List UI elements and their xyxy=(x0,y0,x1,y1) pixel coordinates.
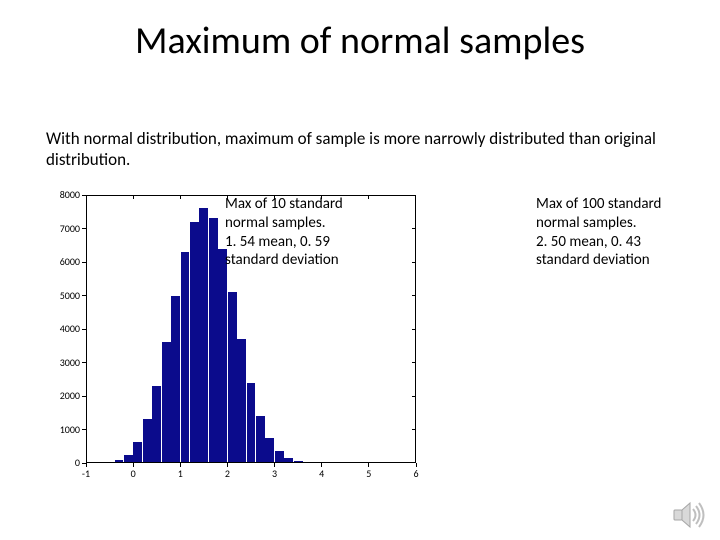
y-tick-label: 7000 xyxy=(46,224,80,234)
y-tick xyxy=(82,396,86,397)
histogram-bar xyxy=(265,438,274,463)
y-tick-label: 6000 xyxy=(46,257,80,267)
x-tick-label: 3 xyxy=(260,469,290,479)
axis-line xyxy=(86,462,416,463)
x-tick-label: 4 xyxy=(307,469,337,479)
histogram-bar xyxy=(171,296,180,464)
x-tick-label: 5 xyxy=(354,469,384,479)
callout-line: Max of 100 standard xyxy=(536,195,661,213)
axis-line xyxy=(412,362,416,363)
callout-line: 2. 50 mean, 0. 43 xyxy=(536,233,641,251)
histogram-bar xyxy=(237,339,246,463)
axis-line xyxy=(412,295,416,296)
histogram-bar xyxy=(218,249,227,463)
callout-line: 1. 54 mean, 0. 59 xyxy=(225,233,330,251)
axis-line xyxy=(180,195,181,199)
callout-right: Max of 100 standardnormal samples.2. 50 … xyxy=(536,195,716,270)
y-tick xyxy=(82,195,86,196)
y-tick xyxy=(82,295,86,296)
callout-line: normal samples. xyxy=(225,214,326,232)
y-tick-label: 8000 xyxy=(46,190,80,200)
slide: Maximum of normal samples With normal di… xyxy=(0,0,720,540)
axis-line xyxy=(412,329,416,330)
axis-line xyxy=(133,195,134,199)
y-tick xyxy=(82,362,86,363)
y-tick-label: 1000 xyxy=(46,425,80,435)
slide-subtitle: With normal distribution, maximum of sam… xyxy=(46,128,660,170)
y-tick xyxy=(82,329,86,330)
histogram-bar xyxy=(199,208,208,463)
x-tick-label: 2 xyxy=(212,469,242,479)
histogram-bar xyxy=(162,342,171,463)
axis-line xyxy=(412,228,416,229)
axis-line xyxy=(412,429,416,430)
histogram-bar xyxy=(143,419,152,463)
histogram-bar xyxy=(190,222,199,463)
histogram-bar xyxy=(181,252,190,463)
axis-line xyxy=(412,396,416,397)
x-tick-label: 1 xyxy=(165,469,195,479)
y-tick-label: 0 xyxy=(46,458,80,468)
histogram-bar xyxy=(209,218,218,463)
histogram-bar xyxy=(133,442,142,463)
y-tick xyxy=(82,228,86,229)
y-tick-label: 5000 xyxy=(46,291,80,301)
y-tick-label: 3000 xyxy=(46,358,80,368)
axis-line xyxy=(412,262,416,263)
x-tick-label: -1 xyxy=(71,469,101,479)
slide-title: Maximum of normal samples xyxy=(0,18,720,64)
axis-line xyxy=(86,195,87,463)
x-tick-label: 0 xyxy=(118,469,148,479)
callout-line: normal samples. xyxy=(536,214,637,232)
callout-left: Max of 10 standardnormal samples.1. 54 m… xyxy=(225,195,405,270)
y-tick-label: 4000 xyxy=(46,324,80,334)
histogram-bar xyxy=(256,416,265,463)
speaker-icon xyxy=(672,500,708,530)
callout-line: standard deviation xyxy=(536,251,650,269)
x-tick-label: 6 xyxy=(401,469,431,479)
y-tick-label: 2000 xyxy=(46,391,80,401)
callout-line: Max of 10 standard xyxy=(225,195,343,213)
y-tick xyxy=(82,429,86,430)
histogram-bar xyxy=(247,383,256,463)
y-tick xyxy=(82,262,86,263)
histogram-bar xyxy=(228,292,237,463)
callout-line: standard deviation xyxy=(225,251,339,269)
histogram-bar xyxy=(152,386,161,463)
